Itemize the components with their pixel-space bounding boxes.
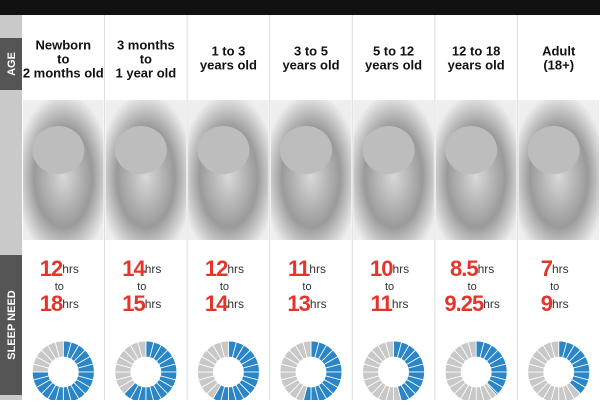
donut <box>31 340 95 404</box>
hours: 11hrs <box>288 256 326 281</box>
hours-unit: hrs <box>62 262 79 276</box>
donut-segment <box>385 340 394 358</box>
hours-value: 18 <box>40 291 63 316</box>
age-line: (18+) <box>543 57 574 72</box>
donut-segment <box>550 340 560 358</box>
hours-value: 12 <box>205 256 228 281</box>
to: to <box>302 281 311 293</box>
hours-unit: hrs <box>227 297 244 311</box>
hours-value: 11 <box>288 256 310 281</box>
age-line: 12 to 18 <box>452 43 500 58</box>
photo-face <box>114 126 167 174</box>
donut <box>362 340 425 404</box>
hours-unit: hrs <box>310 297 327 311</box>
hours-unit: hrs <box>62 297 79 311</box>
hours-unit: hrs <box>145 262 162 276</box>
to: to <box>55 281 64 293</box>
hours: 12hrs <box>40 256 79 281</box>
photo-face <box>280 126 332 174</box>
hours-unit: hrs <box>483 297 500 311</box>
hours: 9hrs <box>541 291 569 316</box>
age-line: 2 months old <box>23 65 104 80</box>
hours: 9.25hrs <box>444 291 500 316</box>
top-bar <box>0 0 600 15</box>
hours-value: 13 <box>287 291 310 316</box>
hours-value: 14 <box>205 291 229 316</box>
photo-face <box>362 126 415 174</box>
age-line: 1 to 3 <box>211 43 245 58</box>
to: to <box>220 281 229 293</box>
hours: 14hrs <box>205 291 244 316</box>
age-line: years old <box>448 57 505 72</box>
hours-unit: hrs <box>392 297 409 311</box>
sleep-box <box>0 255 22 395</box>
donut-segment <box>54 340 64 358</box>
hours: 13hrs <box>287 291 326 316</box>
to: to <box>385 281 394 293</box>
hours-unit: hrs <box>145 297 162 311</box>
donut-segment <box>137 340 147 358</box>
donut <box>527 340 591 404</box>
hours-value: 8.5 <box>450 256 478 281</box>
age-box <box>0 38 22 90</box>
hours: 10hrs <box>370 256 409 281</box>
hours-value: 9 <box>541 291 553 316</box>
hours: 12hrs <box>205 256 244 281</box>
age-line: years old <box>282 57 339 72</box>
hours-value: 9.25 <box>444 291 484 316</box>
donut <box>114 340 178 404</box>
hours-value: 11 <box>371 291 393 316</box>
age-line: Adult <box>542 43 576 58</box>
donut-segment <box>467 340 477 358</box>
age-line: years old <box>365 57 422 72</box>
hours: 8.5hrs <box>450 256 494 281</box>
donut-segment <box>302 340 312 358</box>
hours-unit: hrs <box>552 262 569 276</box>
age-line: 3 to 5 <box>294 43 328 58</box>
hours: 15hrs <box>122 291 161 316</box>
age-line: 3 months <box>117 37 175 52</box>
to: to <box>468 281 477 293</box>
age-line: 5 to 12 <box>373 43 414 58</box>
hours-value: 10 <box>370 256 393 281</box>
hours-unit: hrs <box>478 262 495 276</box>
hours-unit: hrs <box>309 262 326 276</box>
hours: 14hrs <box>122 256 161 281</box>
photo-face <box>445 126 498 174</box>
hours: 11hrs <box>371 291 409 316</box>
donut <box>279 340 343 404</box>
age-line: years old <box>200 57 257 72</box>
hours: 7hrs <box>541 256 569 281</box>
age-line: 1 year old <box>116 65 177 80</box>
hours-unit: hrs <box>392 262 409 276</box>
age-line: to <box>57 51 69 66</box>
hours-unit: hrs <box>227 262 244 276</box>
age-line: Newborn <box>35 37 91 52</box>
hours-value: 15 <box>122 291 145 316</box>
donut <box>444 340 508 404</box>
hours-value: 7 <box>541 256 553 281</box>
photo-face <box>527 126 580 174</box>
hours-unit: hrs <box>552 297 569 311</box>
donut-segment <box>219 340 229 358</box>
hours: 18hrs <box>40 291 79 316</box>
to: to <box>550 281 559 293</box>
hours-value: 12 <box>40 256 63 281</box>
age-line: to <box>140 51 152 66</box>
to: to <box>137 281 146 293</box>
donut <box>197 340 260 404</box>
photo-face <box>32 126 85 174</box>
age-label: AGE <box>6 52 18 76</box>
hours-value: 14 <box>122 256 146 281</box>
photo-face <box>197 126 250 174</box>
sleep-label: SLEEP NEED <box>6 290 18 360</box>
